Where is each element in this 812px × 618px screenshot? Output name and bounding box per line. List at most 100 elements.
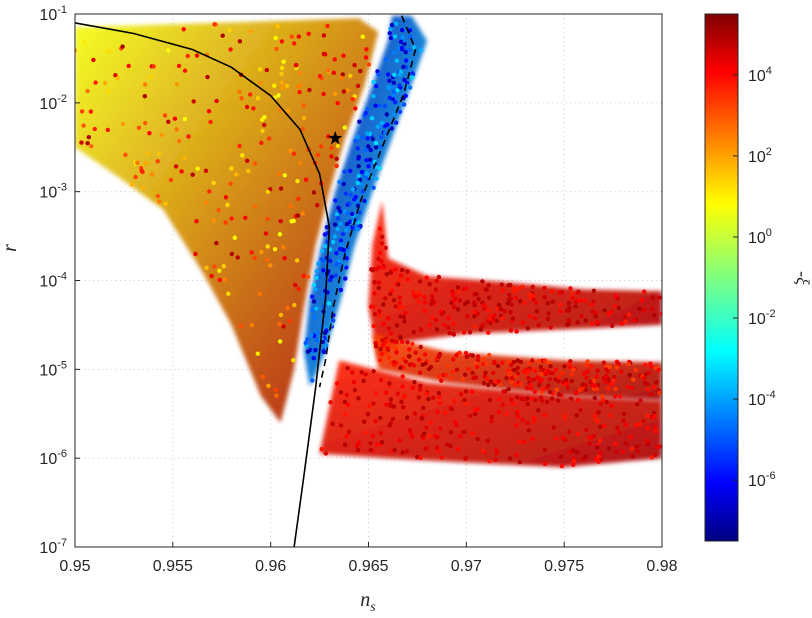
scatter-point bbox=[487, 295, 492, 300]
scatter-point bbox=[501, 389, 506, 394]
scatter-point bbox=[558, 309, 563, 314]
scatter-point bbox=[475, 364, 480, 370]
scatter-point bbox=[635, 448, 640, 454]
colorbar-tick-label: 102 bbox=[748, 146, 772, 166]
scatter-point bbox=[373, 344, 379, 349]
scatter-point bbox=[650, 415, 656, 420]
scatter-point bbox=[579, 313, 584, 319]
scatter-point bbox=[363, 430, 368, 435]
scatter-point bbox=[448, 443, 453, 449]
scatter-point bbox=[593, 314, 598, 319]
scatter-point bbox=[548, 325, 553, 330]
scatter-point bbox=[385, 346, 391, 351]
scatter-point bbox=[515, 371, 521, 376]
scatter-point bbox=[574, 413, 579, 418]
scatter-point bbox=[447, 331, 452, 336]
scatter-point bbox=[621, 411, 627, 417]
scatter-point bbox=[364, 47, 369, 52]
scatter-point bbox=[360, 34, 365, 39]
scatter-point bbox=[379, 241, 385, 246]
scatter-point bbox=[584, 363, 589, 368]
scatter-point bbox=[341, 181, 346, 187]
scatter-point bbox=[382, 130, 388, 136]
scatter-point bbox=[575, 397, 581, 403]
scatter-point bbox=[556, 379, 561, 384]
scatter-point bbox=[259, 140, 264, 146]
scatter-point bbox=[159, 132, 164, 137]
scatter-point bbox=[331, 318, 336, 323]
scatter-point bbox=[379, 351, 384, 357]
scatter-point bbox=[392, 72, 397, 78]
scatter-point bbox=[313, 287, 318, 292]
scatter-point bbox=[391, 80, 396, 85]
scatter-point bbox=[604, 363, 609, 368]
scatter-point bbox=[263, 231, 269, 236]
scatter-point bbox=[394, 21, 399, 26]
scatter-point bbox=[495, 363, 501, 369]
scatter-point bbox=[438, 426, 443, 431]
scatter-point bbox=[208, 119, 213, 125]
scatter-point bbox=[390, 84, 395, 90]
scatter-point bbox=[294, 258, 300, 263]
scatter-point bbox=[316, 261, 321, 266]
scatter-point bbox=[355, 203, 361, 208]
scatter-point bbox=[450, 369, 456, 374]
scatter-point bbox=[592, 414, 597, 419]
scatter-point bbox=[649, 455, 654, 460]
scatter-point bbox=[394, 323, 400, 328]
scatter-point bbox=[288, 203, 293, 209]
scatter-point bbox=[195, 166, 200, 171]
scatter-point bbox=[598, 450, 603, 456]
scatter-point bbox=[179, 169, 184, 174]
scatter-point bbox=[353, 138, 358, 144]
scatter-point bbox=[373, 141, 379, 146]
scatter-point bbox=[430, 315, 435, 320]
scatter-point bbox=[525, 401, 530, 407]
scatter-point bbox=[488, 379, 494, 384]
scatter-point bbox=[526, 361, 532, 366]
scatter-point bbox=[568, 396, 574, 401]
scatter-point bbox=[356, 396, 361, 401]
scatter-point bbox=[296, 196, 301, 201]
scatter-point bbox=[133, 174, 138, 180]
scatter-point bbox=[500, 288, 505, 293]
scatter-point bbox=[601, 376, 606, 381]
scatter-point bbox=[407, 362, 412, 367]
scatter-point bbox=[314, 330, 320, 336]
scatter-point bbox=[509, 302, 514, 307]
scatter-point bbox=[427, 433, 432, 439]
scatter-point bbox=[366, 144, 371, 149]
scatter-point bbox=[321, 51, 327, 57]
scatter-point bbox=[602, 308, 607, 313]
scatter-point bbox=[539, 371, 544, 376]
scatter-point bbox=[274, 393, 279, 398]
scatter-point bbox=[649, 392, 654, 397]
scatter-point bbox=[135, 160, 140, 165]
scatter-point bbox=[623, 422, 628, 427]
scatter-point bbox=[456, 289, 461, 294]
scatter-point bbox=[511, 285, 516, 291]
scatter-point bbox=[455, 285, 461, 290]
scatter-point bbox=[510, 316, 515, 321]
scatter-point bbox=[448, 430, 454, 435]
scatter-point bbox=[517, 459, 522, 465]
scatter-point bbox=[542, 285, 547, 291]
scatter-point bbox=[377, 103, 382, 108]
scatter-point bbox=[454, 367, 460, 372]
scatter-point bbox=[657, 295, 662, 300]
scatter-point bbox=[397, 109, 403, 115]
scatter-point bbox=[375, 124, 381, 129]
scatter-point bbox=[174, 82, 179, 87]
scatter-point bbox=[403, 359, 408, 364]
scatter-point bbox=[543, 371, 549, 376]
scatter-point bbox=[565, 385, 570, 390]
scatter-point bbox=[605, 386, 611, 391]
scatter-point bbox=[398, 335, 403, 341]
scatter-point bbox=[314, 337, 320, 343]
scatter-point bbox=[285, 305, 290, 311]
scatter-point bbox=[403, 311, 408, 316]
scatter-point bbox=[445, 363, 451, 369]
scatter-point bbox=[406, 47, 412, 52]
scatter-point bbox=[514, 395, 520, 400]
